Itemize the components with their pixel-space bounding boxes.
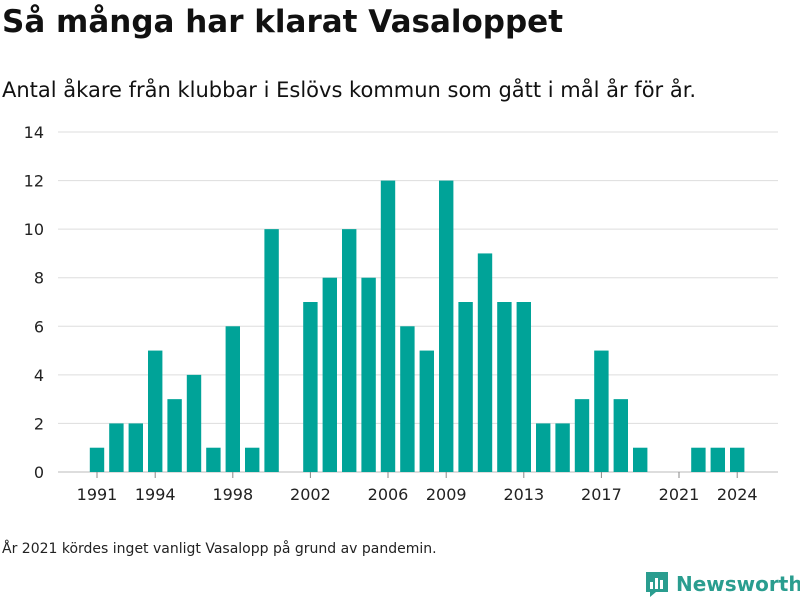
bar-2012 xyxy=(497,302,512,472)
x-axis-ticks: 1991 1994 1998 2002 2006 2009 2013 2017 2021 2024 xyxy=(77,472,758,504)
newsworthy-logo-icon xyxy=(646,572,668,597)
x-tick-label: 2021 xyxy=(659,485,700,504)
x-tick-label: 2009 xyxy=(426,485,467,504)
x-tick-label: 2017 xyxy=(581,485,622,504)
y-tick-label: 2 xyxy=(34,414,44,433)
bar-1994 xyxy=(148,350,163,472)
bar-1996 xyxy=(186,374,202,472)
bar-2019 xyxy=(633,447,648,472)
bars xyxy=(89,180,745,473)
bar-1999 xyxy=(245,447,260,472)
bar-2024 xyxy=(730,447,745,472)
y-tick-label: 0 xyxy=(34,463,44,482)
bar-2015 xyxy=(555,423,570,472)
x-tick-label: 1998 xyxy=(212,485,253,504)
bar-chart: 0 2 4 6 8 10 12 14 1991 1994 1998 2002 2006 2009 2013… xyxy=(24,123,778,504)
bar-2002 xyxy=(303,302,318,472)
bar-2017 xyxy=(594,350,609,472)
y-tick-label: 10 xyxy=(24,220,44,239)
x-tick-label: 2006 xyxy=(368,485,409,504)
bar-2007 xyxy=(400,326,415,472)
bar-2005 xyxy=(361,277,376,472)
x-tick-label: 2013 xyxy=(503,485,544,504)
bar-2009 xyxy=(439,180,454,473)
chart-title: Så många har klarat Vasaloppet xyxy=(2,4,564,40)
x-tick-label: 2002 xyxy=(290,485,331,504)
y-tick-label: 12 xyxy=(24,172,44,191)
gridlines xyxy=(58,131,778,473)
y-tick-label: 8 xyxy=(34,269,44,288)
bar-2003 xyxy=(322,277,337,472)
x-tick-label: 1994 xyxy=(135,485,176,504)
bar-1991 xyxy=(89,447,105,472)
bar-2000 xyxy=(264,229,279,472)
bar-2010 xyxy=(458,302,473,472)
bar-2004 xyxy=(342,229,357,472)
brand-name: Newsworthy xyxy=(676,572,800,596)
bar-1992 xyxy=(109,423,124,472)
bar-2008 xyxy=(419,350,434,472)
x-tick-label: 2024 xyxy=(717,485,758,504)
y-tick-label: 14 xyxy=(24,123,44,142)
bar-2006 xyxy=(380,180,396,473)
bar-1998 xyxy=(225,326,240,472)
bar-1997 xyxy=(206,447,221,472)
bar-2022 xyxy=(691,447,706,472)
y-tick-label: 6 xyxy=(34,317,44,336)
chart-subtitle: Antal åkare från klubbar i Eslövs kommun… xyxy=(2,78,697,102)
brand-logo: Newsworthy xyxy=(644,570,800,598)
footnote: År 2021 kördes inget vanligt Vasalopp på… xyxy=(2,541,437,557)
bar-1995 xyxy=(167,399,182,472)
y-axis-ticks: 0 2 4 6 8 10 12 14 xyxy=(24,123,44,482)
bar-2014 xyxy=(536,423,551,472)
bar-2013 xyxy=(516,302,531,472)
bar-2018 xyxy=(613,399,628,472)
bar-2016 xyxy=(574,399,590,472)
bar-1993 xyxy=(128,423,143,472)
x-tick-label: 1991 xyxy=(77,485,118,504)
bar-2023 xyxy=(710,447,725,472)
bar-2011 xyxy=(477,253,493,472)
y-tick-label: 4 xyxy=(34,366,44,385)
